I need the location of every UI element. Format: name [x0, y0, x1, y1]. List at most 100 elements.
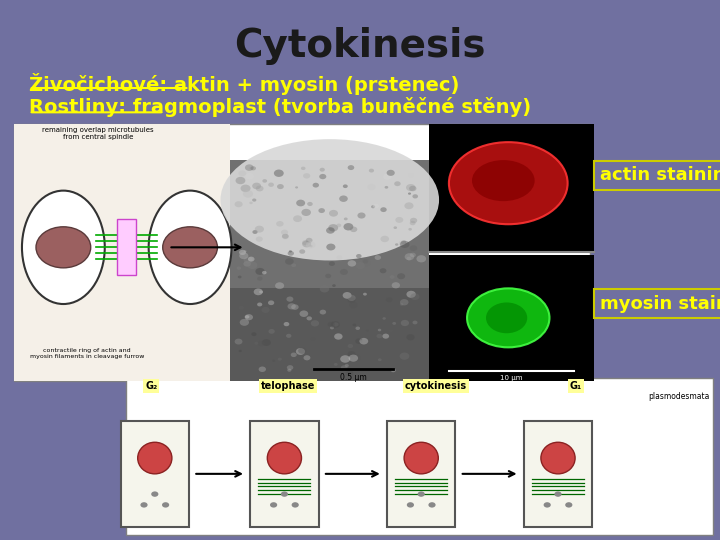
- Circle shape: [418, 491, 425, 497]
- Circle shape: [151, 491, 158, 497]
- Circle shape: [330, 326, 334, 329]
- Text: myosin staining: myosin staining: [600, 295, 720, 313]
- Circle shape: [397, 273, 405, 279]
- Circle shape: [400, 299, 408, 306]
- Circle shape: [349, 302, 358, 308]
- Circle shape: [384, 318, 392, 324]
- Circle shape: [379, 268, 387, 273]
- Circle shape: [287, 303, 296, 309]
- Circle shape: [400, 303, 403, 306]
- Circle shape: [325, 274, 331, 278]
- Circle shape: [355, 338, 363, 344]
- Circle shape: [330, 321, 340, 328]
- Circle shape: [248, 261, 257, 269]
- Circle shape: [305, 204, 309, 207]
- Circle shape: [303, 173, 310, 179]
- Circle shape: [336, 224, 341, 227]
- Circle shape: [262, 179, 267, 183]
- Circle shape: [377, 334, 382, 338]
- Circle shape: [362, 260, 371, 266]
- Circle shape: [348, 295, 356, 301]
- Circle shape: [235, 177, 246, 184]
- Circle shape: [296, 200, 305, 206]
- Circle shape: [395, 217, 403, 223]
- Circle shape: [298, 348, 307, 354]
- Circle shape: [401, 240, 406, 245]
- Circle shape: [406, 184, 415, 191]
- Circle shape: [261, 307, 270, 313]
- Text: contractile ring of actin and
myosin filaments in cleavage furrow: contractile ring of actin and myosin fil…: [30, 348, 144, 359]
- Circle shape: [245, 314, 253, 320]
- Circle shape: [255, 226, 264, 233]
- Circle shape: [163, 227, 217, 268]
- FancyBboxPatch shape: [14, 124, 230, 381]
- Circle shape: [333, 322, 338, 327]
- Circle shape: [270, 502, 277, 508]
- Circle shape: [406, 291, 416, 298]
- Circle shape: [289, 250, 292, 253]
- Circle shape: [238, 171, 246, 176]
- Circle shape: [387, 170, 395, 176]
- FancyBboxPatch shape: [14, 124, 590, 381]
- Circle shape: [311, 320, 319, 327]
- Circle shape: [284, 322, 289, 326]
- Circle shape: [318, 208, 325, 213]
- Circle shape: [302, 241, 311, 247]
- Circle shape: [258, 341, 265, 346]
- Circle shape: [252, 199, 256, 201]
- FancyBboxPatch shape: [524, 421, 593, 526]
- Circle shape: [386, 297, 392, 302]
- Circle shape: [384, 186, 388, 188]
- Circle shape: [348, 297, 356, 303]
- Circle shape: [253, 230, 258, 234]
- Circle shape: [140, 502, 148, 508]
- Circle shape: [392, 322, 396, 325]
- Circle shape: [306, 241, 315, 248]
- Text: actin staining: actin staining: [600, 166, 720, 185]
- Circle shape: [410, 293, 420, 300]
- Circle shape: [256, 186, 264, 191]
- Circle shape: [240, 185, 251, 192]
- Circle shape: [320, 285, 329, 293]
- Circle shape: [389, 329, 393, 332]
- Circle shape: [544, 502, 551, 508]
- Circle shape: [310, 245, 312, 247]
- Circle shape: [383, 173, 392, 180]
- Circle shape: [343, 184, 348, 188]
- Circle shape: [243, 190, 253, 198]
- Circle shape: [367, 184, 376, 190]
- Circle shape: [400, 241, 410, 248]
- Circle shape: [356, 262, 365, 269]
- Text: telophase: telophase: [261, 381, 315, 391]
- Circle shape: [285, 258, 294, 265]
- Circle shape: [336, 255, 342, 260]
- Circle shape: [253, 288, 263, 295]
- Circle shape: [271, 338, 279, 344]
- Circle shape: [249, 167, 253, 170]
- Circle shape: [238, 350, 242, 352]
- Circle shape: [312, 183, 319, 187]
- Circle shape: [394, 226, 397, 229]
- Text: 0.5 µm: 0.5 µm: [341, 373, 367, 382]
- Text: Rostliny: fragmoplast (tvorba buněčné stěny): Rostliny: fragmoplast (tvorba buněčné st…: [29, 97, 531, 117]
- Circle shape: [237, 266, 241, 270]
- Circle shape: [339, 195, 348, 202]
- Circle shape: [239, 252, 248, 259]
- Circle shape: [405, 253, 414, 260]
- Circle shape: [307, 202, 312, 206]
- Circle shape: [392, 282, 400, 288]
- Circle shape: [382, 334, 389, 339]
- Circle shape: [252, 183, 261, 189]
- Circle shape: [319, 174, 326, 179]
- Circle shape: [345, 364, 349, 367]
- Circle shape: [405, 202, 413, 209]
- FancyBboxPatch shape: [251, 421, 319, 526]
- Circle shape: [334, 333, 343, 340]
- Circle shape: [363, 293, 367, 295]
- Ellipse shape: [220, 139, 439, 260]
- Circle shape: [243, 256, 253, 264]
- Circle shape: [267, 315, 271, 318]
- Circle shape: [348, 165, 354, 170]
- Circle shape: [287, 365, 293, 370]
- Circle shape: [300, 249, 305, 254]
